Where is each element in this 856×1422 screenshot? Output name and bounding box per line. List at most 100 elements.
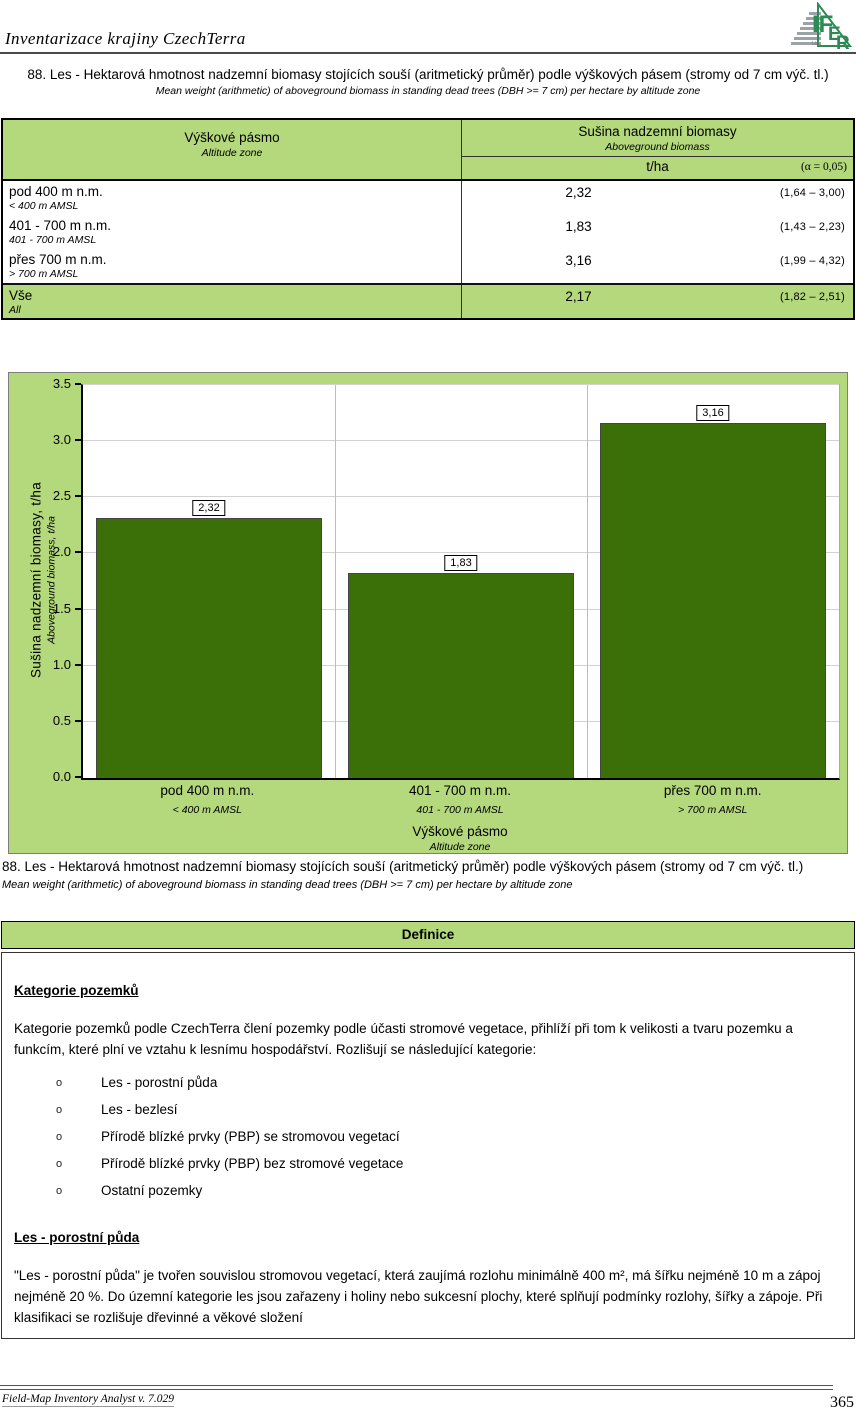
row-values: 1,83 (1,43 – 2,23) (462, 215, 853, 249)
x-axis-title: Výškové pásmo Altitude zone (81, 824, 839, 853)
y-gridline (83, 496, 839, 498)
row-label-en: 401 - 700 m AMSL (9, 234, 97, 246)
alpha-label: (α = 0,05) (800, 161, 847, 173)
list-item: o Přírodě blízké prvky (PBP) bez stromové… (14, 1155, 842, 1173)
bullet-icon: o (56, 1131, 63, 1143)
chart-plot-area: 2,32 1,83 3,16 (81, 384, 840, 780)
y-tick-label: 0.5 (52, 712, 71, 728)
row-values: 2,32 (1,64 – 3,00) (462, 181, 853, 215)
y-tick-mark (75, 719, 81, 722)
row-label-cs: Vše (9, 288, 33, 303)
table-row: 401 - 700 m n.m. 401 - 700 m AMSL 1,83 (1,4… (3, 215, 853, 249)
definition-heading-forest-land: Les - porostní půda (14, 1230, 140, 1245)
row-label: pod 400 m n.m. < 400 m AMSL (3, 181, 462, 215)
svg-text:R: R (836, 33, 850, 50)
table-row: přes 700 m n.m. > 700 m AMSL 3,16 (1,99 – 4… (3, 249, 853, 283)
x-category-label-cs: přes 700 m n.m. (663, 783, 762, 798)
definition-paragraph-2: "Les - porostní půda" je tvořen souvislo… (14, 1268, 823, 1325)
x-category-label-cs: 401 - 700 m n.m. (408, 783, 512, 798)
biomass-table: Výškové pásmo Altitude zone Sušina nadze… (1, 118, 855, 320)
biomass-header-en: Aboveground biomass (605, 141, 710, 153)
x-category-label: pod 400 m n.m. < 400 m AMSL (81, 783, 334, 816)
x-axis-labels: pod 400 m n.m. < 400 m AMSL 401 - 700 m n.… (81, 783, 839, 816)
bar-chart: 2,32 1,83 3,16 Sušina nadzemní biomasy, t/… (8, 372, 848, 854)
y-tick-mark (75, 495, 81, 498)
y-axis-title-cs: Sušina nadzemní biomasy, t/ha (28, 481, 44, 679)
table-row: pod 400 m n.m. < 400 m AMSL 2,32 (1,64 – 3,… (3, 181, 853, 215)
definitions-header: Definice (1, 921, 855, 949)
y-tick-mark (75, 383, 81, 385)
category-list: o Les - porostní půda o Les - bezlesí o Příro… (14, 1074, 842, 1200)
row-label: přes 700 m n.m. > 700 m AMSL (3, 249, 462, 283)
bar (95, 517, 323, 778)
x-category-label: 401 - 700 m n.m. 401 - 700 m AMSL (334, 783, 587, 816)
y-tick-label: 3.0 (52, 432, 71, 448)
list-item: o Ostatní pozemky (14, 1182, 842, 1200)
chart-caption-cs: 88. Les - Hektarová hmotnost nadzemní bi… (2, 859, 804, 874)
list-item-label: Ostatní pozemky (101, 1183, 203, 1198)
y-tick-label: 3.5 (52, 376, 71, 391)
y-gridline (83, 384, 839, 385)
row-value: 2,17 (565, 289, 592, 304)
y-tick-label: 1.5 (52, 600, 71, 616)
definitions-section: Definice Kategorie pozemků Kategorie poz… (1, 921, 855, 1339)
footer-app-name: Field-Map Inventory Analyst v. 7.029 (2, 1393, 175, 1407)
list-item: o Přírodě blízké prvky (PBP) se stromovou… (14, 1128, 842, 1146)
row-label-en: < 400 m AMSL (9, 200, 79, 212)
altitude-zone-header-cs: Výškové pásmo (184, 130, 280, 145)
svg-text:IF: IF (812, 11, 833, 38)
row-label-en: > 700 m AMSL (9, 268, 79, 280)
row-confidence-interval: (1,64 – 3,00) (780, 187, 845, 199)
report-title: Inventarizace krajiny CzechTerra (5, 29, 246, 48)
x-category-label: přes 700 m n.m. > 700 m AMSL (586, 783, 839, 816)
page-number: 365 (830, 1394, 854, 1411)
y-tick-label: 1.0 (52, 656, 71, 672)
table-caption-cs: 88. Les - Hektarová hmotnost nadzemní bi… (27, 67, 829, 82)
definition-paragraph-1: Kategorie pozemků podle CzechTerra člení… (14, 1021, 793, 1057)
ifer-logo-icon: IF E R Ltd. (791, 2, 852, 50)
units-row: t/ha (α = 0,05) (462, 157, 853, 179)
bar (347, 572, 575, 778)
bullet-icon: o (56, 1158, 63, 1170)
row-label: Vše All (3, 285, 462, 318)
list-item: o Les - bezlesí (14, 1101, 842, 1119)
table-caption: 88. Les - Hektarová hmotnost nadzemní bi… (0, 67, 856, 97)
footer-rule (0, 1385, 833, 1390)
y-gridline (83, 552, 839, 554)
biomass-header: Sušina nadzemní biomasy Aboveground biom… (462, 120, 853, 179)
x-category-label-en: > 700 m AMSL (678, 804, 748, 816)
table-body: pod 400 m n.m. < 400 m AMSL 2,32 (1,64 – 3,… (3, 181, 853, 318)
y-tick-mark (75, 776, 81, 778)
y-axis-title-en: Aboveground biomass, t/ha (45, 516, 58, 644)
row-confidence-interval: (1,43 – 2,23) (780, 221, 845, 233)
bar-value-label: 2,32 (192, 499, 226, 516)
y-gridline (83, 440, 839, 442)
bar-value-label: 3,16 (696, 405, 730, 422)
row-value: 1,83 (565, 219, 592, 234)
y-tick-mark (75, 551, 81, 554)
y-tick-label: 2.5 (52, 488, 71, 504)
x-gridline (335, 385, 336, 778)
x-category-label-cs: pod 400 m n.m. (160, 783, 255, 798)
table-row: Vše All 2,17 (1,82 – 2,51) (3, 283, 853, 318)
biomass-header-cs: Sušina nadzemní biomasy (578, 124, 737, 139)
row-values: 2,17 (1,82 – 2,51) (462, 285, 853, 318)
bullet-icon: o (56, 1185, 63, 1197)
row-value: 3,16 (565, 253, 592, 268)
table-header: Výškové pásmo Altitude zone Sušina nadze… (3, 120, 853, 181)
bullet-icon: o (56, 1077, 63, 1089)
row-label-cs: pod 400 m n.m. (9, 184, 103, 199)
svg-text:Ltd.: Ltd. (812, 41, 820, 47)
row-label-cs: 401 - 700 m n.m. (9, 218, 112, 233)
x-category-label-en: < 400 m AMSL (172, 804, 243, 816)
chart-caption: 88. Les - Hektarová hmotnost nadzemní bi… (2, 859, 856, 891)
row-label-cs: přes 700 m n.m. (9, 252, 107, 267)
page-header: Inventarizace krajiny CzechTerra IF E R … (0, 0, 856, 54)
list-item: o Les - porostní půda (14, 1074, 842, 1092)
y-tick-label: 2.0 (52, 544, 71, 560)
y-tick-mark (75, 663, 81, 666)
row-value: 2,32 (565, 185, 592, 200)
x-axis-title-en: Altitude zone (429, 841, 491, 853)
bar (599, 423, 827, 778)
bullet-icon: o (56, 1104, 63, 1116)
